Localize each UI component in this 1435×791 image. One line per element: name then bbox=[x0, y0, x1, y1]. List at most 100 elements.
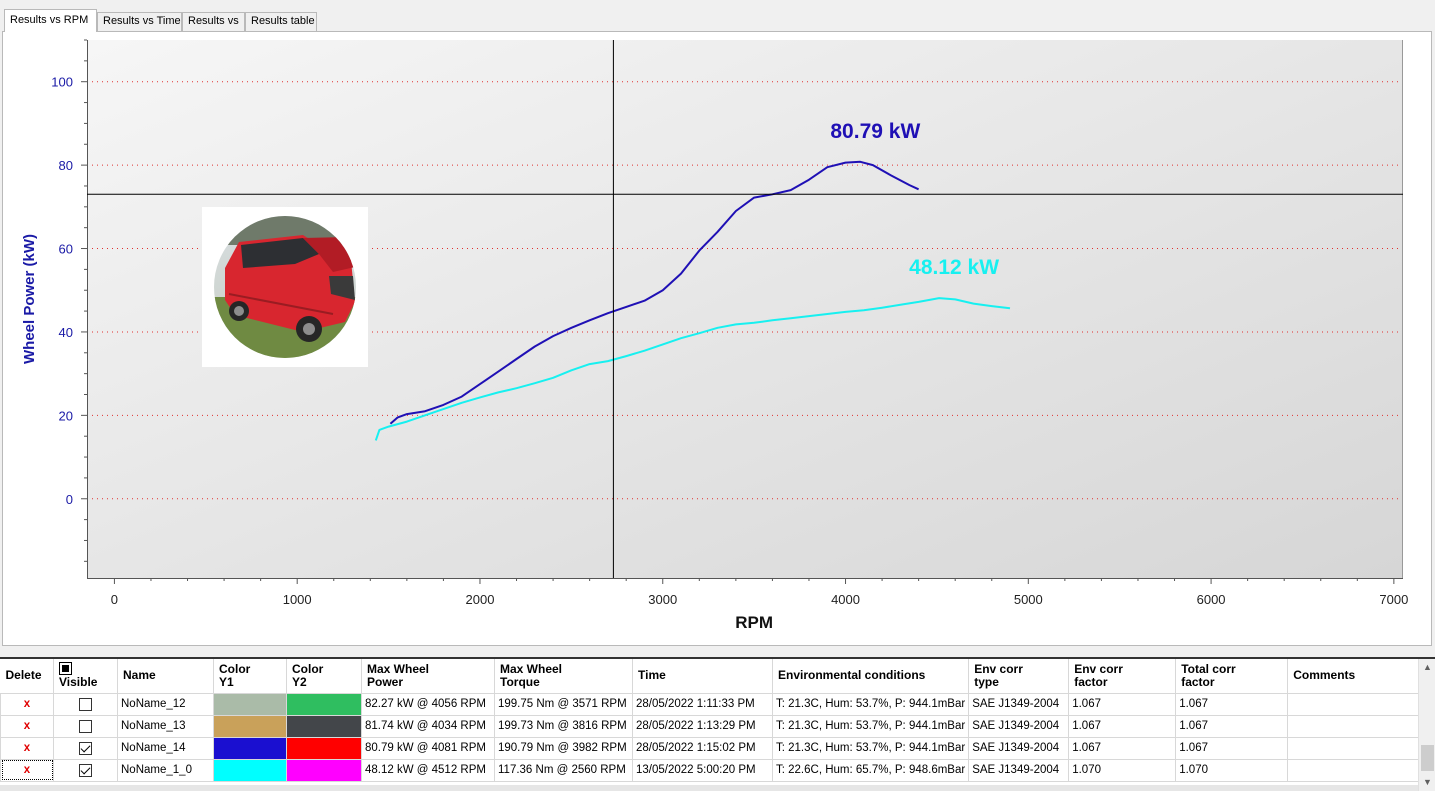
env-conditions-cell: T: 22.6C, Hum: 65.7%, P: 948.6mBar bbox=[771, 758, 970, 782]
comments-cell[interactable] bbox=[1287, 692, 1431, 716]
checkbox-icon[interactable] bbox=[79, 697, 92, 711]
x-tick-label: 1000 bbox=[283, 592, 312, 607]
car-photo bbox=[202, 207, 368, 367]
checkbox-icon[interactable] bbox=[79, 719, 92, 733]
table-row[interactable]: x NoName_13 81.74 kW @ 4034 RPM 199.73 Nm @… bbox=[0, 714, 1431, 738]
tab-results-vs-rpm[interactable]: Results vs RPM bbox=[4, 9, 97, 32]
table-row[interactable]: x NoName_12 82.27 kW @ 4056 RPM 199.75 Nm @… bbox=[0, 692, 1431, 716]
scroll-thumb[interactable] bbox=[1421, 745, 1434, 771]
x-axis-title: RPM bbox=[735, 613, 773, 632]
header-color-y1[interactable]: Color Y1 bbox=[213, 659, 287, 693]
color-y2-swatch[interactable] bbox=[286, 714, 362, 738]
tab-results-table[interactable]: Results table bbox=[245, 12, 317, 31]
y-axis-title: Wheel Power (kW) bbox=[21, 234, 38, 364]
max-torque-cell: 199.75 Nm @ 3571 RPM bbox=[494, 692, 633, 716]
header-env-corr-type[interactable]: Env corr type bbox=[968, 659, 1070, 693]
horizontal-scrollbar[interactable] bbox=[0, 785, 1418, 791]
env-corr-factor-cell: 1.067 bbox=[1068, 714, 1177, 738]
color-y1-swatch[interactable] bbox=[213, 758, 287, 782]
peak-label: 48.12 kW bbox=[909, 256, 999, 279]
checkbox-icon[interactable] bbox=[79, 741, 92, 755]
tab-results-vs-time[interactable]: Results vs Time bbox=[97, 12, 182, 31]
tab-results-vs[interactable]: Results vs bbox=[182, 12, 245, 31]
total-corr-factor-cell: 1.067 bbox=[1175, 692, 1289, 716]
table-header-row: Delete Visible Name Color Y1 Color Y2 Ma… bbox=[0, 659, 1431, 693]
comments-cell[interactable] bbox=[1287, 758, 1431, 782]
env-corr-factor-cell: 1.067 bbox=[1068, 736, 1177, 760]
header-visible[interactable]: Visible bbox=[53, 659, 118, 693]
max-torque-cell: 199.73 Nm @ 3816 RPM bbox=[494, 714, 633, 738]
env-corr-type-cell: SAE J1349-2004 bbox=[968, 692, 1070, 716]
delete-button[interactable]: x bbox=[0, 758, 54, 782]
color-y2-swatch[interactable] bbox=[286, 758, 362, 782]
x-tick-label: 3000 bbox=[648, 592, 677, 607]
run-name: NoName_12 bbox=[117, 692, 214, 716]
checkbox-icon[interactable] bbox=[79, 763, 92, 777]
runs-grid: Delete Visible Name Color Y1 Color Y2 Ma… bbox=[0, 657, 1435, 791]
color-y1-swatch[interactable] bbox=[213, 736, 287, 760]
max-power-cell: 48.12 kW @ 4512 RPM bbox=[361, 758, 495, 782]
select-all-checkbox[interactable] bbox=[59, 662, 72, 676]
peak-label: 80.79 kW bbox=[830, 120, 920, 143]
color-y2-swatch[interactable] bbox=[286, 692, 362, 716]
header-comments[interactable]: Comments bbox=[1287, 659, 1431, 693]
header-name[interactable]: Name bbox=[117, 659, 214, 693]
header-total-corr-factor[interactable]: Total corr factor bbox=[1175, 659, 1289, 693]
env-corr-type-cell: SAE J1349-2004 bbox=[968, 758, 1070, 782]
y-tick-label: 80 bbox=[59, 158, 73, 173]
peak-labels: 80.79 kW 48.12 kW bbox=[830, 120, 999, 279]
visible-checkbox[interactable] bbox=[53, 714, 118, 738]
total-corr-factor-cell: 1.067 bbox=[1175, 714, 1289, 738]
env-conditions-cell: T: 21.3C, Hum: 53.7%, P: 944.1mBar bbox=[771, 736, 970, 760]
series-lines bbox=[374, 160, 1011, 441]
x-tick-label: 0 bbox=[111, 592, 118, 607]
env-corr-type-cell: SAE J1349-2004 bbox=[968, 714, 1070, 738]
vertical-scrollbar[interactable]: ▲ ▼ bbox=[1418, 659, 1435, 791]
color-y2-swatch[interactable] bbox=[286, 736, 362, 760]
header-max-torque[interactable]: Max Wheel Torque bbox=[494, 659, 633, 693]
run-name: NoName_1_0 bbox=[117, 758, 214, 782]
visible-checkbox[interactable] bbox=[53, 692, 118, 716]
max-power-cell: 81.74 kW @ 4034 RPM bbox=[361, 714, 495, 738]
time-cell: 28/05/2022 1:11:33 PM bbox=[632, 692, 773, 716]
delete-button[interactable]: x bbox=[0, 736, 54, 760]
max-torque-cell: 190.79 Nm @ 3982 RPM bbox=[494, 736, 633, 760]
y-tick-label: 60 bbox=[59, 242, 73, 257]
table-row[interactable]: x NoName_1_0 48.12 kW @ 4512 RPM 117.36 Nm … bbox=[0, 758, 1431, 782]
scroll-up-icon[interactable]: ▲ bbox=[1423, 662, 1432, 672]
header-max-power[interactable]: Max Wheel Power bbox=[361, 659, 495, 693]
y-tick-label: 20 bbox=[59, 408, 73, 423]
chart-panel: 0 20 40 60 80 100 0 1000 2000 3000 4000 5000 6000 700… bbox=[2, 31, 1432, 646]
y-tick-label: 100 bbox=[51, 75, 73, 90]
x-tick-label: 7000 bbox=[1379, 592, 1408, 607]
crosshair bbox=[87, 40, 1403, 578]
run-name: NoName_13 bbox=[117, 714, 214, 738]
delete-button[interactable]: x bbox=[0, 692, 54, 716]
visible-checkbox[interactable] bbox=[53, 736, 118, 760]
tab-strip: Results vs RPM Results vs Time Results v… bbox=[0, 0, 1435, 33]
comments-cell[interactable] bbox=[1287, 714, 1431, 738]
header-env-corr-factor[interactable]: Env corr factor bbox=[1068, 659, 1177, 693]
time-cell: 28/05/2022 1:13:29 PM bbox=[632, 714, 773, 738]
scroll-down-icon[interactable]: ▼ bbox=[1423, 777, 1432, 787]
color-y1-swatch[interactable] bbox=[213, 692, 287, 716]
env-corr-factor-cell: 1.067 bbox=[1068, 692, 1177, 716]
max-torque-cell: 117.36 Nm @ 2560 RPM bbox=[494, 758, 633, 782]
comments-cell[interactable] bbox=[1287, 736, 1431, 760]
header-visible-label: Visible bbox=[59, 675, 98, 690]
header-env-conditions[interactable]: Environmental conditions bbox=[772, 659, 970, 693]
header-color-y2[interactable]: Color Y2 bbox=[286, 659, 362, 693]
table-row[interactable]: x NoName_14 80.79 kW @ 4081 RPM 190.79 Nm @… bbox=[0, 736, 1431, 760]
header-time[interactable]: Time bbox=[632, 659, 773, 693]
time-cell: 13/05/2022 5:00:20 PM bbox=[632, 758, 773, 782]
series-line-noname-14 bbox=[389, 160, 920, 425]
x-tick-label: 5000 bbox=[1014, 592, 1043, 607]
delete-button[interactable]: x bbox=[0, 714, 54, 738]
visible-checkbox[interactable] bbox=[53, 758, 118, 782]
header-delete[interactable]: Delete bbox=[0, 659, 54, 693]
color-y1-swatch[interactable] bbox=[213, 714, 287, 738]
series-line-noname-1-0 bbox=[374, 297, 1011, 441]
run-name: NoName_14 bbox=[117, 736, 214, 760]
